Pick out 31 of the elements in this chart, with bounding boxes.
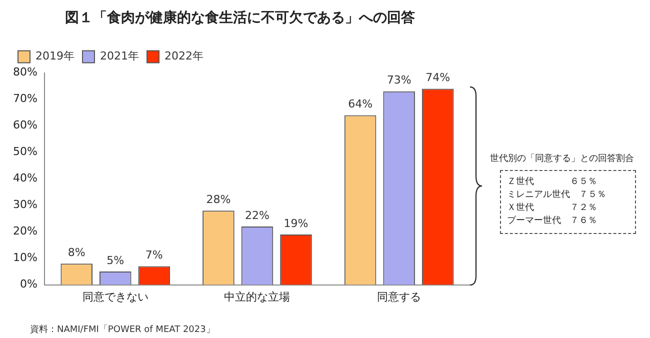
- y-tick-label: 50%: [12, 145, 38, 158]
- data-label: 74%: [426, 71, 450, 84]
- y-tick-label: 60%: [12, 118, 38, 132]
- y-tick-label: 30%: [12, 198, 38, 212]
- y-tick-label: 0%: [20, 278, 38, 291]
- data-label: 28%: [206, 192, 231, 206]
- data-label: 7%: [145, 248, 163, 262]
- legend-label: 2022年: [164, 50, 204, 63]
- data-label: 19%: [284, 216, 308, 230]
- x-tick-label: 中立的な立場: [224, 290, 290, 304]
- text: 資料：NAMI/FMI「POWER of MEAT 2023」: [30, 324, 215, 335]
- data-label: 8%: [68, 246, 86, 259]
- text: ミレニアル世代 ７５％: [507, 189, 607, 202]
- chart-title: 図１「食肉が健康的な食生活に不可欠である」への回答: [65, 9, 415, 26]
- data-label: 22%: [245, 208, 270, 222]
- x-tick-label: 同意する: [377, 290, 422, 304]
- x-tick-label: 同意できない: [82, 290, 148, 304]
- legend-label: 2019年: [36, 50, 74, 63]
- data-label: 73%: [386, 74, 412, 87]
- text: Ｘ世代 ７２％: [507, 202, 598, 215]
- y-tick-label: 40%: [12, 172, 38, 185]
- text: ブーマー世代 ７６％: [507, 215, 598, 228]
- y-tick-label: 70%: [12, 92, 38, 106]
- y-tick-label: 20%: [12, 224, 38, 238]
- y-tick-label: 80%: [12, 66, 38, 79]
- y-tick-label: 10%: [12, 251, 38, 264]
- data-label: 5%: [106, 254, 124, 267]
- legend-label: 2021年: [100, 50, 139, 63]
- text: Ｚ世代 ６５％: [507, 176, 598, 189]
- text: 世代別の「同意する」との回答割合: [490, 152, 634, 165]
- data-label: 64%: [348, 98, 373, 111]
